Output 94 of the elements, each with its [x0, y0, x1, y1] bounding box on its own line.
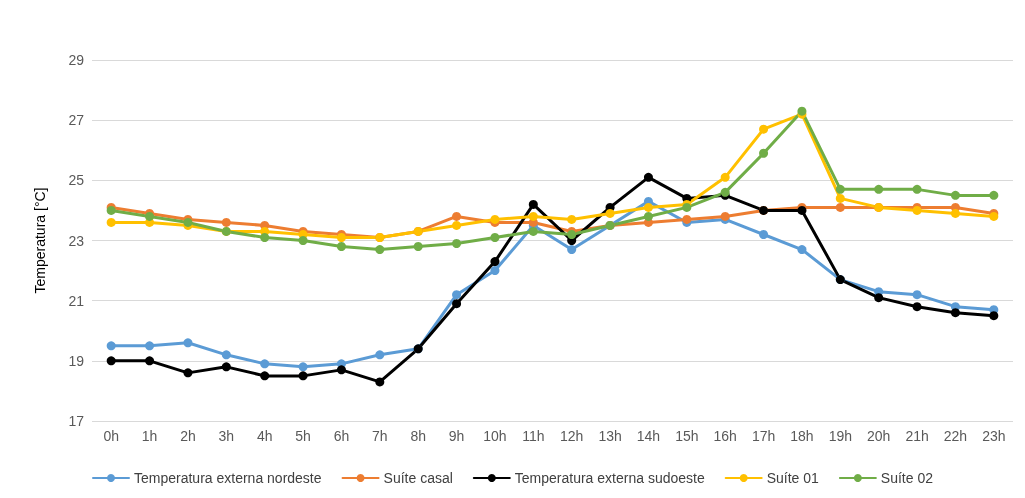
y-tick-label: 27 — [68, 112, 85, 129]
legend-label: Suíte 01 — [766, 470, 820, 486]
point — [452, 211, 462, 221]
x-tick-label: 19h — [828, 428, 852, 444]
legend-label: Suíte casal — [383, 470, 453, 486]
point — [452, 220, 462, 230]
point — [106, 341, 116, 351]
point — [528, 226, 538, 236]
y-tick-label: 25 — [68, 172, 85, 189]
point — [106, 217, 116, 227]
point — [835, 202, 845, 212]
y-tick-label: 19 — [68, 352, 85, 369]
point — [912, 302, 922, 312]
x-tick-label: 9h — [448, 428, 465, 444]
point — [835, 193, 845, 203]
point — [183, 368, 193, 378]
point — [528, 199, 538, 209]
point — [874, 184, 884, 194]
x-tick-label: 10h — [483, 428, 507, 444]
point — [221, 350, 231, 360]
x-tick-label: 14h — [636, 428, 661, 444]
point — [183, 338, 193, 348]
y-axis-title: Temperatura [°C] — [32, 187, 48, 294]
x-tick-label: 6h — [333, 428, 350, 444]
x-tick-label: 5h — [295, 428, 311, 444]
point — [759, 148, 769, 158]
y-tick-label: 17 — [68, 413, 85, 429]
x-tick-label: 7h — [372, 428, 388, 444]
point — [413, 242, 423, 252]
point — [643, 172, 653, 182]
y-tick-label: 21 — [68, 292, 85, 309]
point — [260, 232, 270, 242]
legend-label: Suíte 02 — [880, 470, 934, 486]
point — [605, 208, 615, 218]
point — [989, 311, 999, 321]
point — [221, 362, 231, 372]
point — [106, 356, 116, 366]
x-tick-label: 16h — [713, 428, 737, 444]
x-tick-label: 4h — [256, 428, 273, 444]
legend-label: Temperatura externa sudoeste — [514, 470, 705, 486]
point — [759, 124, 769, 134]
x-tick-label: 0h — [103, 428, 119, 444]
point — [759, 229, 769, 239]
point — [643, 211, 653, 221]
y-tick-label: 29 — [68, 52, 85, 68]
point — [989, 190, 999, 200]
point — [260, 359, 270, 369]
point — [298, 362, 308, 372]
x-tick-label: 12h — [560, 428, 584, 444]
point — [874, 293, 884, 303]
point — [912, 184, 922, 194]
point — [490, 232, 500, 242]
x-tick-label: 23h — [982, 428, 1006, 444]
x-tick-label: 2h — [180, 428, 196, 444]
point — [950, 308, 960, 318]
point — [375, 245, 385, 255]
x-tick-label: 13h — [598, 428, 622, 444]
point — [567, 214, 577, 224]
point — [375, 377, 385, 387]
x-tick-label: 3h — [218, 428, 235, 444]
point — [452, 239, 462, 249]
x-tick-label: 1h — [141, 428, 158, 444]
x-tick-label: 20h — [867, 428, 891, 444]
x-tick-label: 8h — [410, 428, 426, 444]
x-tick-label: 11h — [522, 428, 545, 444]
x-tick-label: 21h — [905, 428, 929, 444]
x-tick-label: 22h — [943, 428, 968, 444]
point — [336, 242, 346, 252]
point — [336, 365, 346, 375]
point — [490, 266, 500, 276]
point — [567, 245, 577, 255]
legend-label: Temperatura externa nordeste — [134, 470, 322, 486]
point — [221, 217, 231, 227]
point — [375, 350, 385, 360]
point — [528, 211, 538, 221]
point — [452, 290, 462, 300]
point — [950, 208, 960, 218]
point — [912, 290, 922, 300]
point — [260, 371, 270, 381]
point — [797, 245, 807, 255]
point — [298, 236, 308, 245]
point — [643, 202, 653, 212]
point — [720, 172, 730, 182]
point — [145, 341, 155, 351]
y-tick-label: 23 — [68, 232, 85, 249]
point — [490, 257, 500, 267]
x-tick-label: 17h — [751, 428, 776, 444]
x-tick-label: 18h — [790, 428, 814, 444]
point — [452, 299, 462, 309]
point — [298, 371, 308, 381]
point — [145, 356, 155, 366]
x-tick-label: 15h — [675, 428, 699, 444]
point — [835, 184, 845, 194]
point — [950, 190, 960, 200]
